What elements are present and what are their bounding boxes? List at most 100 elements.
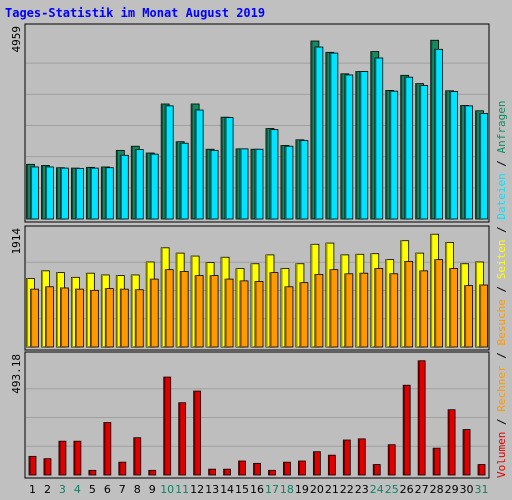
bar-shade-anfragen-day-24	[370, 51, 373, 220]
bar-shade-volumen-day-18	[283, 462, 286, 475]
bar-shade-volumen-day-24	[373, 464, 375, 475]
bar-shade-seiten-day-1	[26, 278, 29, 347]
bar-shade-seiten-day-4	[71, 277, 73, 347]
bar-shade-volumen-day-5	[88, 470, 91, 475]
bar-shade-anfragen-day-4	[71, 168, 73, 219]
x-tick-day-24: 24	[370, 483, 384, 496]
bar-shade-anfragen-day-10	[161, 103, 163, 219]
x-tick-day-9: 9	[149, 483, 156, 496]
bar-shade-besuche-day-25	[389, 273, 392, 347]
panel-frame-volume	[24, 351, 490, 479]
legend-item-anfragen: Anfragen	[495, 100, 508, 153]
bar-shade-volumen-day-6	[103, 422, 106, 475]
bar-shade-dateien-day-29	[449, 91, 452, 219]
bar-shade-besuche-day-5	[90, 290, 92, 347]
bar-shade-anfragen-day-5	[86, 167, 88, 219]
bar-shade-dateien-day-20	[314, 47, 317, 220]
bar-shade-seiten-day-24	[370, 253, 373, 347]
bar-shade-besuche-day-24	[374, 268, 377, 347]
bar-shade-besuche-day-11	[180, 271, 182, 347]
bar-shade-seiten-day-5	[86, 273, 88, 347]
x-tick-day-12: 12	[190, 483, 204, 496]
bar-shade-seiten-day-19	[295, 263, 298, 347]
page-title: Tages-Statistik im Monat August 2019	[5, 6, 266, 20]
bar-shade-anfragen-day-2	[41, 165, 44, 219]
bar-shade-dateien-day-21	[329, 53, 332, 219]
bar-shade-besuche-day-2	[45, 286, 48, 347]
legend-item-besuche: Besuche	[495, 299, 508, 345]
bar-shade-seiten-day-28	[430, 234, 433, 347]
bar-shade-besuche-day-9	[150, 279, 152, 347]
bar-shade-seiten-day-20	[310, 244, 313, 347]
x-tick-day-7: 7	[119, 483, 126, 496]
bar-shade-dateien-day-8	[135, 149, 137, 219]
bar-shade-anfragen-day-15	[236, 148, 238, 219]
panel-volume: 493.18	[10, 351, 490, 479]
x-tick-day-27: 27	[415, 483, 429, 496]
bar-shade-seiten-day-17	[265, 254, 268, 347]
x-tick-day-20: 20	[310, 483, 324, 496]
x-tick-day-31: 31	[475, 483, 489, 496]
bar-shade-dateien-day-17	[269, 129, 272, 219]
bar-shade-volumen-day-20	[313, 451, 315, 475]
bar-shade-anfragen-day-21	[325, 52, 328, 219]
bar-shade-besuche-day-8	[135, 289, 137, 347]
x-tick-day-4: 4	[74, 483, 81, 496]
bar-shade-dateien-day-19	[299, 140, 302, 219]
bar-shade-anfragen-day-16	[251, 149, 253, 219]
x-tick-day-30: 30	[460, 483, 474, 496]
bar-shade-besuche-day-1	[30, 289, 33, 347]
bar-shade-dateien-day-26	[404, 77, 407, 219]
bar-shade-seiten-day-9	[146, 261, 148, 347]
bar-shade-volumen-day-9	[148, 470, 151, 475]
bar-shade-seiten-day-22	[340, 254, 343, 347]
bar-shade-dateien-day-3	[60, 168, 63, 219]
bar-shade-dateien-day-18	[284, 146, 287, 219]
panel-requests: 4959	[10, 23, 490, 223]
bar-shade-besuche-day-23	[359, 273, 362, 347]
bar-shade-dateien-day-16	[255, 149, 257, 219]
bar-shade-dateien-day-25	[389, 91, 392, 219]
bar-shade-dateien-day-23	[359, 71, 362, 219]
x-tick-day-5: 5	[89, 483, 96, 496]
bar-shade-anfragen-day-30	[460, 105, 463, 219]
bar-shade-besuche-day-12	[195, 275, 197, 347]
bar-shade-volumen-day-13	[208, 469, 211, 475]
legend-item-rechner: Rechner	[495, 365, 508, 412]
bar-shade-besuche-day-31	[479, 285, 482, 347]
bar-shade-besuche-day-7	[120, 289, 122, 347]
bar-shade-dateien-day-15	[240, 148, 242, 219]
x-tick-day-19: 19	[295, 483, 309, 496]
bar-shade-dateien-day-24	[374, 57, 377, 219]
legend-separator: /	[495, 412, 508, 432]
bar-shade-anfragen-day-26	[400, 75, 403, 220]
bar-shade-volumen-day-12	[193, 391, 196, 475]
bar-shade-dateien-day-31	[479, 113, 482, 219]
bar-shade-dateien-day-1	[30, 166, 33, 219]
bar-shade-volumen-day-1	[28, 456, 31, 475]
bar-shade-besuche-day-20	[314, 274, 317, 347]
x-tick-day-22: 22	[340, 483, 354, 496]
x-tick-day-8: 8	[134, 483, 141, 496]
bar-shade-volumen-day-26	[403, 385, 405, 475]
bar-shade-besuche-day-4	[75, 289, 77, 347]
bar-shade-volumen-day-21	[328, 455, 330, 475]
x-tick-day-29: 29	[445, 483, 459, 496]
legend-item-seiten: Seiten	[495, 240, 508, 280]
bar-shade-seiten-day-25	[385, 259, 388, 347]
bar-shade-besuche-day-29	[449, 268, 452, 347]
bar-shade-anfragen-day-11	[176, 141, 178, 219]
bar-shade-seiten-day-6	[101, 274, 103, 347]
bar-shade-volumen-day-27	[418, 360, 420, 475]
bar-shade-anfragen-day-3	[56, 167, 59, 219]
x-tick-day-21: 21	[325, 483, 339, 496]
bar-shade-besuche-day-13	[210, 275, 212, 347]
bar-shade-seiten-day-21	[325, 243, 328, 347]
bar-shade-anfragen-day-17	[265, 128, 268, 219]
panel-pages: 1914	[10, 225, 490, 351]
bar-shade-dateien-day-7	[120, 155, 122, 219]
bar-shade-dateien-day-10	[165, 105, 167, 219]
bar-shade-volumen-day-25	[388, 444, 390, 475]
x-tick-day-18: 18	[280, 483, 294, 496]
legend-separator: /	[495, 220, 508, 240]
